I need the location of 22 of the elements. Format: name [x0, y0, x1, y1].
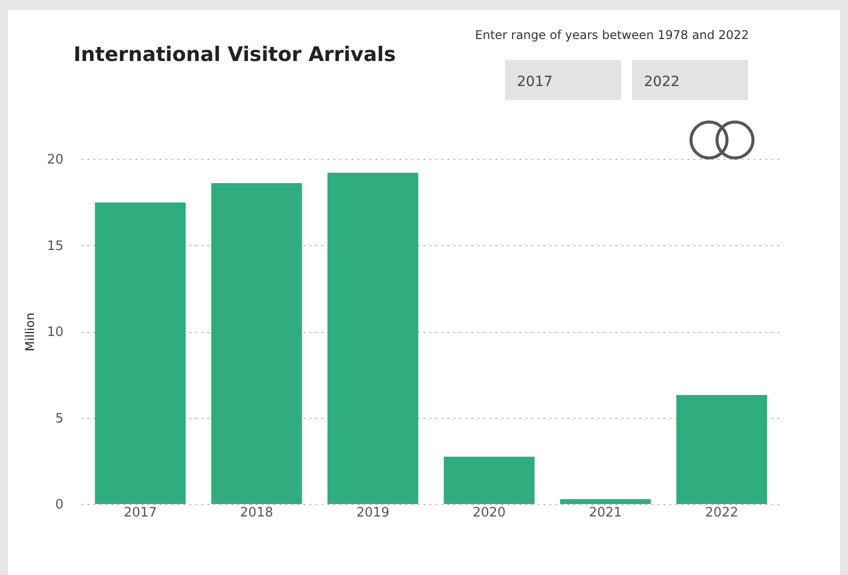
- y-tick-label: 0: [55, 498, 64, 512]
- x-tick-label: 2020: [472, 506, 506, 520]
- text: Enter range of years between 1978 and 2022: [475, 28, 749, 42]
- x-tick-label: 2019: [356, 506, 390, 520]
- y-tick-label: 20: [46, 152, 64, 168]
- bar: [328, 172, 418, 504]
- y-tick-label: 10: [46, 325, 64, 340]
- bar: [676, 394, 768, 504]
- text: 2022: [632, 60, 748, 100]
- bar: [211, 183, 302, 504]
- chart-title: International Visitor Arrivals: [73, 42, 396, 66]
- y-axis-title: Million: [22, 312, 37, 352]
- bar: [94, 202, 186, 504]
- x-tick-label: 2017: [124, 506, 157, 520]
- x-tick-label: 2021: [588, 506, 622, 520]
- text: 2017: [505, 60, 621, 100]
- bar: [444, 456, 534, 504]
- x-tick-label: 2018: [240, 506, 274, 520]
- x-tick-label: 2022: [705, 506, 738, 520]
- y-tick-label: 15: [46, 238, 64, 254]
- y-tick-label: 5: [55, 411, 64, 426]
- bar: [560, 499, 651, 504]
